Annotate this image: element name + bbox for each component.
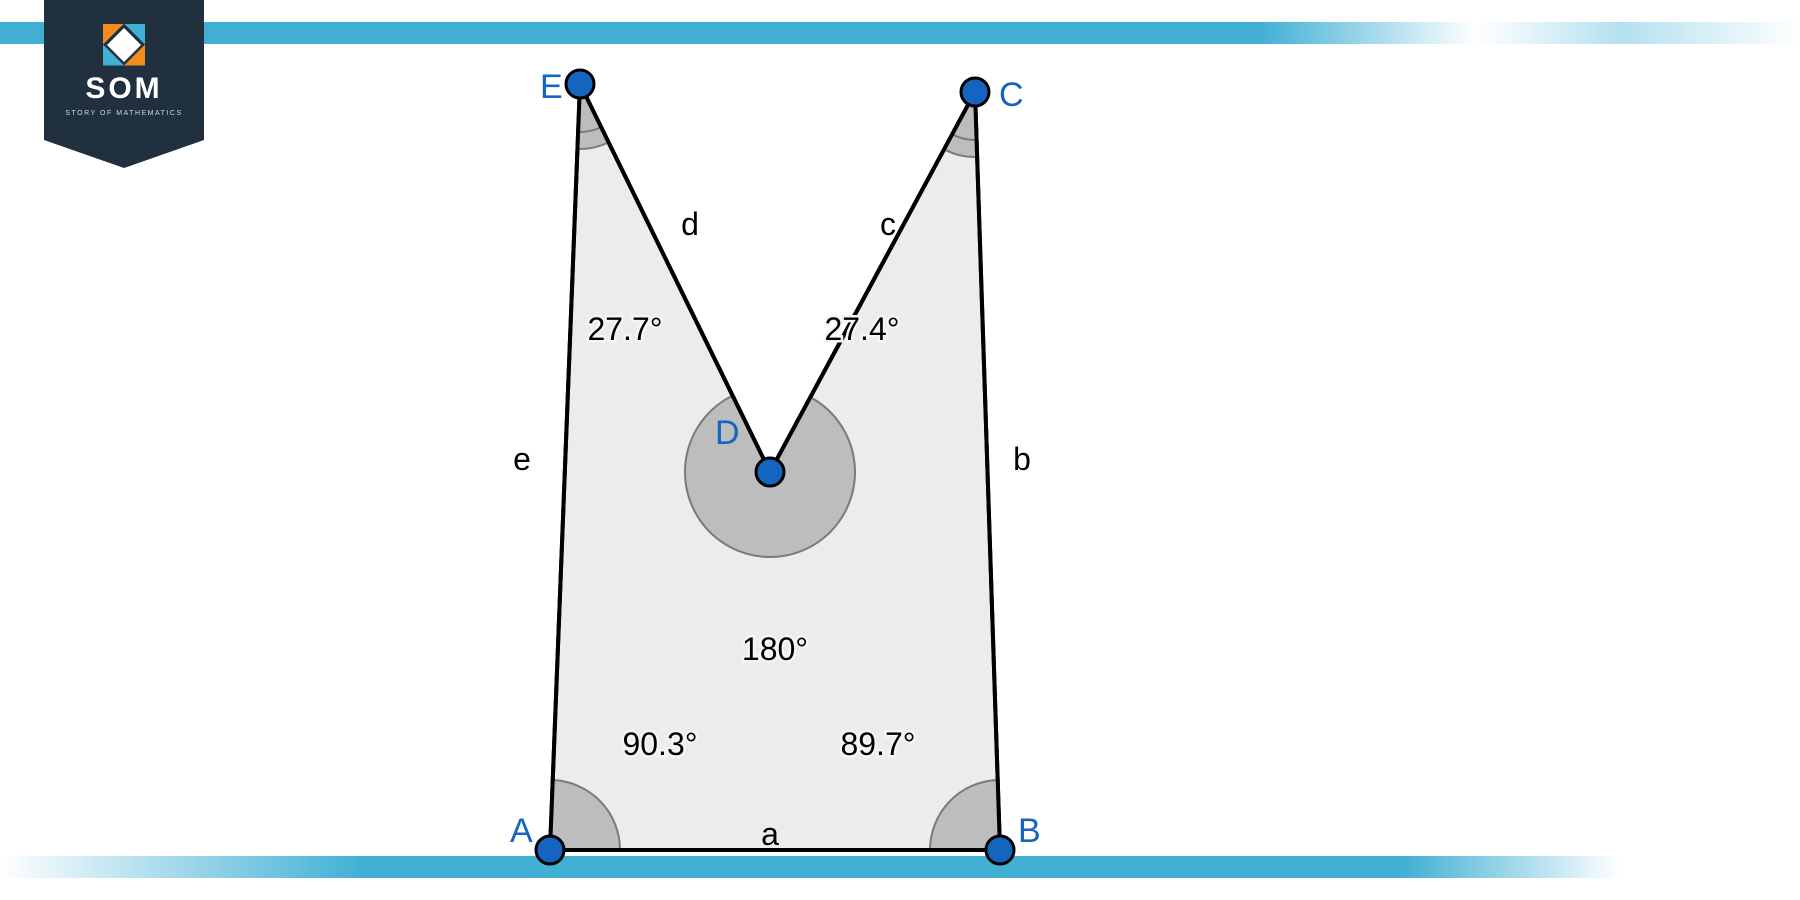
angle-label-E: 27.7°: [587, 311, 662, 347]
side-label-b: b: [1013, 441, 1031, 477]
vertex-A: [536, 836, 564, 864]
vertex-label-E: E: [540, 68, 563, 106]
angle-label-A: 90.3°: [622, 726, 697, 762]
vertex-D: [756, 458, 784, 486]
side-label-c: c: [880, 206, 896, 242]
brand-logo-icon: [103, 24, 145, 66]
side-label-a: a: [761, 816, 779, 852]
angle-label-C: 27.4°: [824, 311, 899, 347]
vertex-label-D: D: [715, 414, 740, 452]
side-label-e: e: [513, 441, 531, 477]
angle-label-B: 89.7°: [840, 726, 915, 762]
vertex-label-B: B: [1018, 812, 1041, 850]
brand-badge: SOM STORY OF MATHEMATICS: [44, 0, 204, 170]
vertex-B: [986, 836, 1014, 864]
angle-label-D: 180°: [742, 631, 808, 667]
brand-title: SOM: [85, 72, 162, 106]
brand-subtitle: STORY OF MATHEMATICS: [65, 110, 182, 117]
geometry-diagram: 90.3° 89.7° 27.4° 27.7° 180° a b c d e A B C D E: [470, 50, 1090, 880]
vertex-label-A: A: [510, 812, 533, 850]
vertex-E: [566, 70, 594, 98]
side-label-d: d: [681, 206, 699, 242]
vertex-label-C: C: [999, 76, 1024, 114]
vertex-C: [961, 78, 989, 106]
top-accent-bar: [0, 22, 1800, 44]
